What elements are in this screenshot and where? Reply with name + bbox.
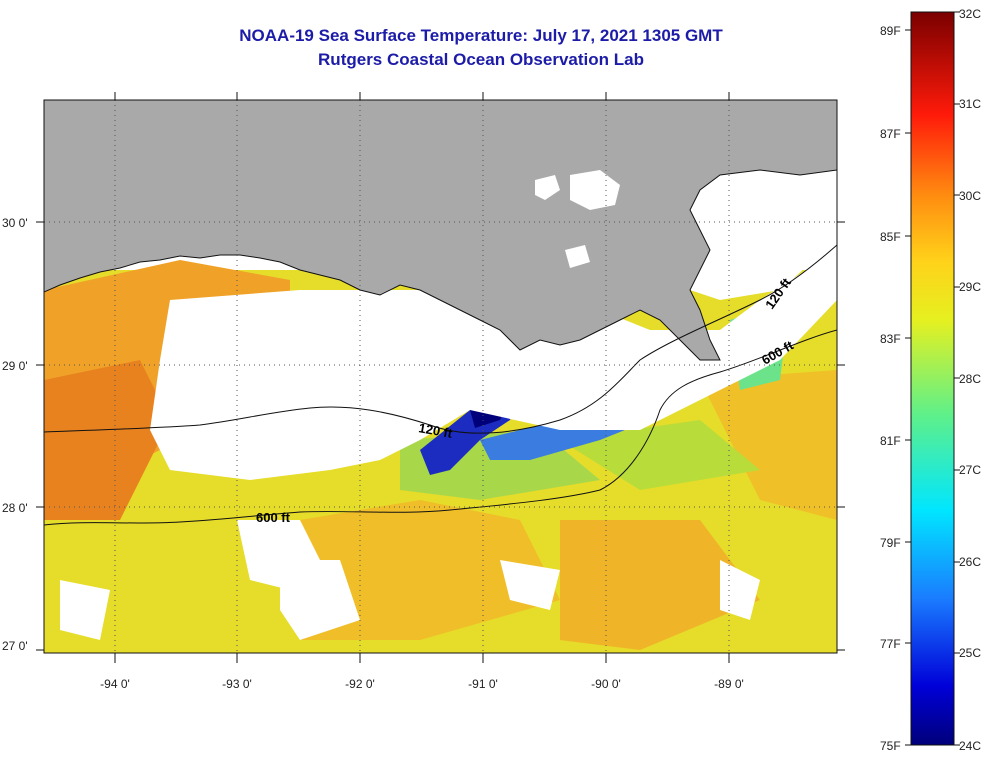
colorbar-f-label: 81F xyxy=(880,434,901,448)
contour-label-120ft-central: 120 ft xyxy=(417,420,454,441)
colorbar-c-label: 26C xyxy=(959,555,981,569)
lon-label: -91 0' xyxy=(468,677,498,691)
lon-label: -89 0' xyxy=(714,677,744,691)
colorbar-c-label: 32C xyxy=(959,7,981,21)
colorbar-f-label: 75F xyxy=(880,739,901,753)
lat-label: 30 0' xyxy=(2,216,28,230)
lat-label: 29 0' xyxy=(2,359,28,373)
lon-label: -93 0' xyxy=(222,677,252,691)
lon-label: -94 0' xyxy=(100,677,130,691)
isobath-120ft xyxy=(44,244,837,434)
isobath-600ft xyxy=(44,329,837,526)
colorbar-f-label: 77F xyxy=(880,637,901,651)
contour-label-600ft-west: 600 ft xyxy=(256,510,291,525)
map-title: NOAA-19 Sea Surface Temperature: July 17… xyxy=(239,26,723,45)
colorbar-f-label: 79F xyxy=(880,536,901,550)
colorbar-c-label: 31C xyxy=(959,97,981,111)
colorbar-f-label: 85F xyxy=(880,230,901,244)
colorbar-c-label: 29C xyxy=(959,280,981,294)
colorbar-c-label: 24C xyxy=(959,739,981,753)
lat-label: 28 0' xyxy=(2,501,28,515)
colorbar-c-label: 27C xyxy=(959,463,981,477)
colorbar-f-label: 83F xyxy=(880,332,901,346)
lon-label: -92 0' xyxy=(345,677,375,691)
lon-label: -90 0' xyxy=(591,677,621,691)
lat-label: 27 0' xyxy=(2,639,28,653)
colorbar-f-label: 87F xyxy=(880,127,901,141)
axis-ticks xyxy=(36,92,845,663)
map-subtitle: Rutgers Coastal Ocean Observation Lab xyxy=(318,50,644,69)
colorbar: 89F 87F 85F 83F 81F 79F 77F 75F 32C 31C … xyxy=(880,7,981,753)
colorbar-c-label: 30C xyxy=(959,189,981,203)
inland-water xyxy=(535,170,620,268)
colorbar-c-label: 25C xyxy=(959,646,981,660)
colorbar-c-label: 28C xyxy=(959,372,981,386)
land-mass xyxy=(44,100,837,361)
graticule xyxy=(44,100,837,653)
colorbar-f-label: 89F xyxy=(880,24,901,38)
